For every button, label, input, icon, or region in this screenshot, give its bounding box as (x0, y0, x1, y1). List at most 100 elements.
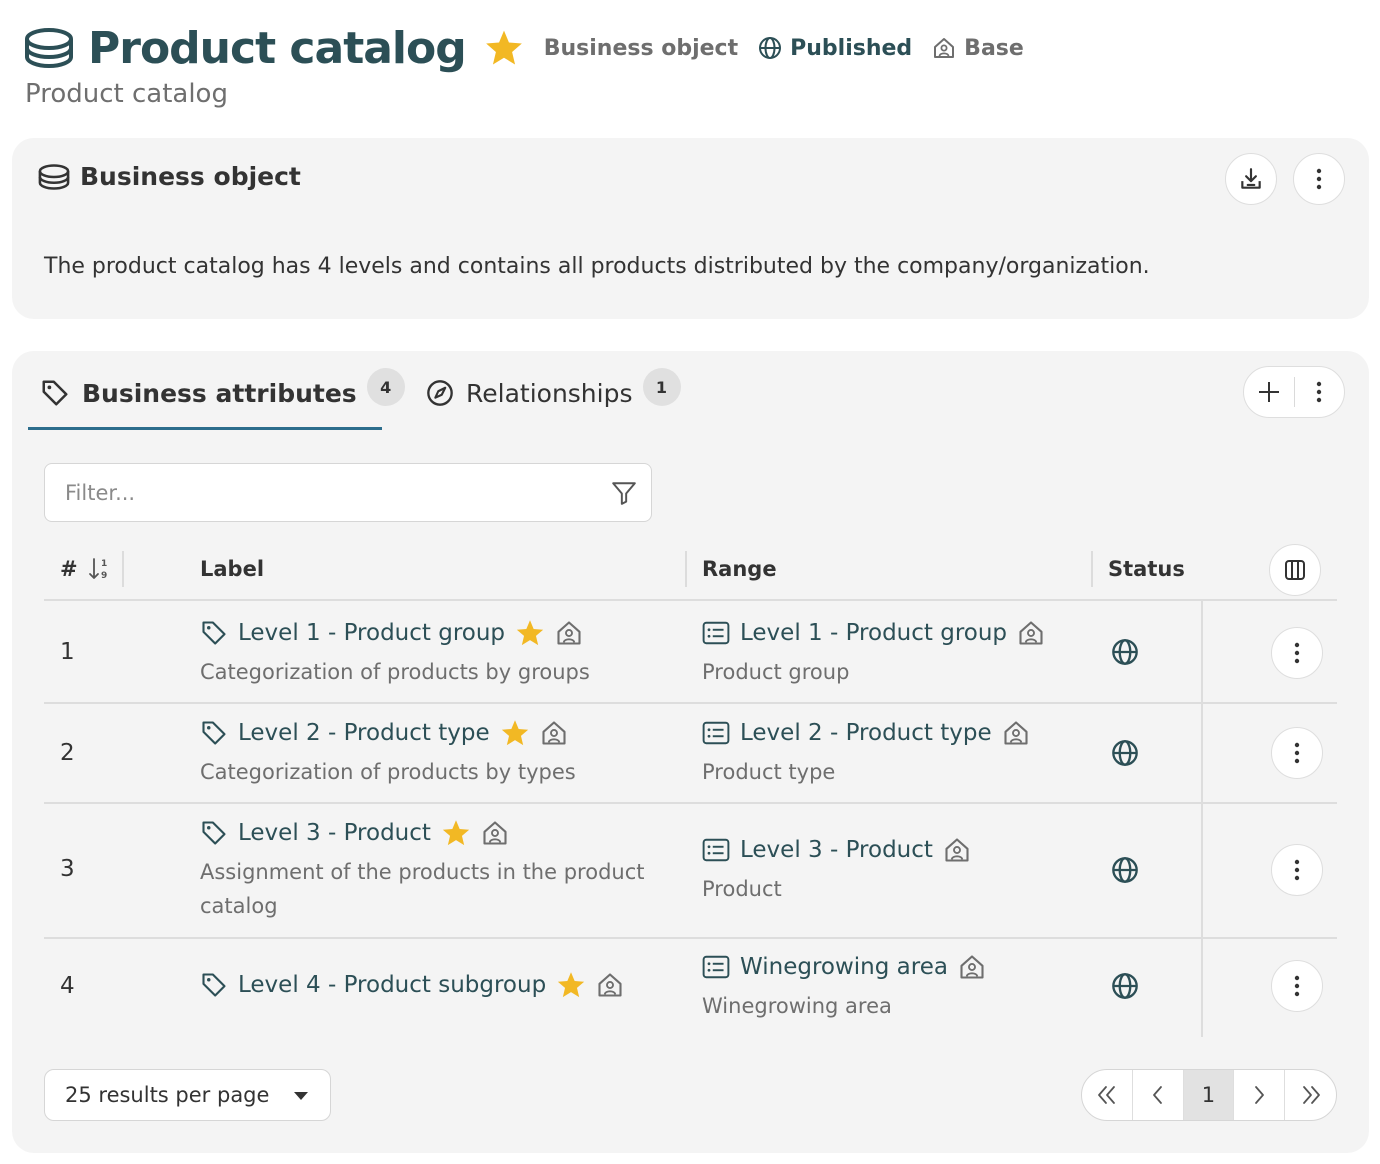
object-description: The product catalog has 4 levels and con… (44, 254, 1150, 279)
range-label-text: Winegrowing area (740, 954, 948, 980)
row-more-button[interactable] (1271, 627, 1323, 679)
attribute-label-text: Level 1 - Product group (238, 620, 506, 646)
svg-text:9: 9 (101, 571, 107, 581)
tab-business-attributes[interactable]: Business attributes 4 (40, 368, 405, 413)
attribute-description: Categorization of products by groups (200, 660, 590, 684)
range-label-text: Level 2 - Product type (740, 720, 992, 746)
tag-icon (200, 819, 228, 847)
home-user-icon (1002, 719, 1030, 747)
favorite-star-icon[interactable] (484, 29, 524, 67)
kebab-menu-icon (1294, 641, 1300, 665)
tab-relationships-label: Relationships (466, 378, 633, 408)
column-number-label: # (60, 557, 78, 581)
database-icon (24, 28, 74, 68)
table-row[interactable]: 3 Level 3 - Product Assignment of the pr… (44, 804, 1337, 937)
attribute-label[interactable]: Level 3 - Product (200, 819, 509, 847)
page-subtitle: Product catalog (25, 79, 228, 109)
scope-base: Base (932, 36, 1024, 61)
range-description: Product (702, 877, 782, 901)
home-user-icon (958, 953, 986, 981)
attribute-description: Assignment of the products in the produc… (200, 860, 645, 918)
table-row[interactable]: 4 Level 4 - Product subgroup Winegrowing… (44, 939, 1337, 1037)
column-divider[interactable] (122, 551, 124, 587)
globe-icon (1111, 972, 1139, 1000)
tag-icon (200, 971, 228, 999)
tab-count-badge: 1 (642, 368, 681, 406)
svg-text:1: 1 (101, 559, 107, 569)
list-icon (702, 838, 730, 862)
range-link[interactable]: Level 1 - Product group (702, 619, 1045, 647)
next-page-button[interactable] (1234, 1070, 1286, 1120)
attribute-label[interactable]: Level 1 - Product group (200, 619, 583, 647)
range-link[interactable]: Level 2 - Product type (702, 719, 1030, 747)
attribute-description: Categorization of products by types (200, 760, 576, 784)
column-divider[interactable] (1091, 551, 1093, 587)
tab-relationships[interactable]: Relationships 1 (426, 368, 681, 413)
favorite-star-icon (500, 719, 530, 747)
kebab-menu-icon (1294, 741, 1300, 765)
tab-count-badge: 4 (366, 368, 405, 406)
plus-icon (1257, 380, 1281, 404)
divider (1293, 377, 1295, 407)
attributes-more-button[interactable] (1294, 367, 1344, 417)
caret-down-icon (294, 1092, 308, 1100)
columns-icon (1283, 558, 1307, 582)
pagination: 1 (1081, 1069, 1337, 1121)
range-description: Product type (702, 760, 836, 784)
tag-icon (200, 619, 228, 647)
range-link[interactable]: Level 3 - Product (702, 836, 971, 864)
row-more-button[interactable] (1271, 844, 1323, 896)
table-header-divider (44, 599, 1337, 601)
table-row[interactable]: 2 Level 2 - Product type Categorization … (44, 704, 1337, 802)
kebab-menu-icon (1316, 167, 1322, 191)
column-header-status[interactable]: Status (1108, 557, 1185, 581)
status-published-label: Published (790, 35, 913, 61)
row-number: 2 (60, 740, 75, 766)
details-card: Business object The product catalog has … (12, 138, 1369, 319)
range-link[interactable]: Winegrowing area (702, 953, 986, 981)
home-user-icon (932, 36, 956, 60)
add-attribute-button[interactable] (1244, 367, 1294, 417)
last-page-button[interactable] (1285, 1070, 1336, 1120)
download-button[interactable] (1225, 153, 1277, 205)
column-divider[interactable] (685, 551, 687, 587)
page-header: Product catalog Business object Publishe… (24, 18, 1380, 78)
row-divider (44, 937, 1337, 939)
kebab-menu-icon (1294, 858, 1300, 882)
compass-arrow-icon (426, 379, 454, 407)
first-page-button[interactable] (1082, 1070, 1133, 1120)
globe-icon (1111, 739, 1139, 767)
favorite-star-icon (556, 971, 586, 999)
column-header-label[interactable]: Label (200, 557, 265, 581)
row-divider (44, 702, 1337, 704)
column-settings-button[interactable] (1269, 544, 1321, 596)
more-options-button[interactable] (1293, 153, 1345, 205)
attribute-label[interactable]: Level 2 - Product type (200, 719, 568, 747)
home-user-icon (540, 719, 568, 747)
favorite-star-icon (515, 619, 545, 647)
table-row[interactable]: 1 Level 1 - Product group Categorization… (44, 601, 1337, 702)
home-user-icon (555, 619, 583, 647)
current-page-button[interactable]: 1 (1183, 1070, 1235, 1120)
results-per-page-select[interactable]: 25 results per page (44, 1069, 331, 1121)
home-user-icon (943, 836, 971, 864)
actions-column-divider (1201, 601, 1203, 1037)
row-more-button[interactable] (1271, 727, 1323, 779)
home-user-icon (596, 971, 624, 999)
column-header-range[interactable]: Range (702, 557, 777, 581)
attributes-card: Business attributes 4 Relationships 1 # (12, 351, 1369, 1153)
filter-funnel-icon[interactable] (611, 480, 637, 506)
attribute-label-text: Level 4 - Product subgroup (238, 972, 547, 998)
filter-input[interactable] (45, 464, 605, 521)
filter-box (44, 463, 652, 522)
previous-page-button[interactable] (1133, 1070, 1184, 1120)
row-more-button[interactable] (1271, 960, 1323, 1012)
attribute-label[interactable]: Level 4 - Product subgroup (200, 971, 624, 999)
attribute-label-text: Level 3 - Product (238, 820, 431, 846)
double-chevron-left-icon (1096, 1085, 1118, 1105)
attribute-label-text: Level 2 - Product type (238, 720, 490, 746)
tab-business-attributes-label: Business attributes (82, 378, 357, 408)
globe-icon (1111, 638, 1139, 666)
